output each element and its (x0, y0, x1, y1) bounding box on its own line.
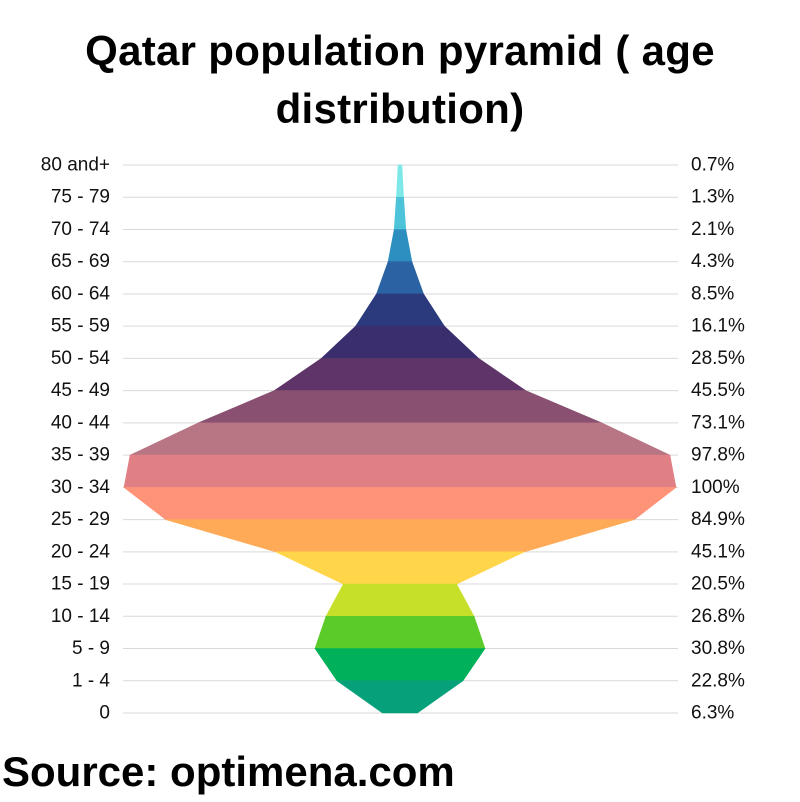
pyramid-band (314, 615, 486, 649)
age-group-label: 70 - 74 (51, 219, 111, 240)
pyramid-bands (123, 164, 677, 714)
pyramid-band (393, 196, 407, 230)
age-group-label: 65 - 69 (51, 251, 110, 272)
age-group-labels: 80 and+ 75 - 79 70 - 74 65 - 69 60 - 64 55 - … (41, 155, 111, 724)
age-group-label: 60 - 64 (51, 283, 111, 304)
pyramid-band (275, 551, 525, 585)
percentage-label: 20.5% (691, 574, 745, 595)
pyramid-band (198, 390, 602, 424)
pyramid-band (325, 583, 475, 617)
chart-title: Qatar population pyramid ( age distribut… (85, 27, 715, 132)
percentage-label: 73.1% (691, 412, 745, 433)
pyramid-band (123, 454, 677, 488)
pyramid-band (123, 487, 677, 520)
age-group-label: 80 and+ (41, 155, 110, 176)
percentage-label: 45.5% (691, 380, 745, 401)
percentage-label: 30.8% (691, 638, 745, 659)
percentage-label: 26.8% (691, 606, 745, 627)
percentage-label: 97.8% (691, 445, 745, 466)
age-group-label: 1 - 4 (72, 670, 110, 691)
age-group-label: 10 - 14 (51, 606, 111, 627)
percentage-labels: 0.7% 1.3% 2.1% 4.3% 8.5% 16.1% 28.5% 45.5% 73.1%… (691, 155, 745, 724)
pyramid-band (165, 519, 635, 553)
age-group-label: 35 - 39 (51, 445, 110, 466)
age-group-label: 30 - 34 (51, 477, 111, 498)
age-group-label: 0 (99, 703, 110, 724)
percentage-label: 22.8% (691, 670, 745, 691)
pyramid-band (396, 164, 404, 198)
percentage-label: 16.1% (691, 316, 745, 337)
pyramid-band (320, 325, 480, 359)
pyramid-band (314, 648, 486, 682)
percentage-label: 28.5% (691, 348, 745, 369)
pyramid-band (376, 261, 424, 295)
pyramid-band (273, 358, 527, 391)
age-group-label: 75 - 79 (51, 187, 110, 208)
age-group-label: 45 - 49 (51, 380, 110, 401)
age-group-label: 40 - 44 (51, 412, 111, 433)
percentage-label: 4.3% (691, 251, 734, 272)
percentage-label: 100% (691, 477, 740, 498)
pyramid-band (129, 422, 671, 456)
age-group-label: 50 - 54 (51, 348, 111, 369)
pyramid-band (387, 229, 413, 263)
percentage-label: 6.3% (691, 703, 734, 724)
percentage-label: 8.5% (691, 283, 734, 304)
source-caption: Source: optimena.com (2, 748, 455, 795)
percentage-label: 84.9% (691, 509, 745, 530)
pyramid-band (355, 293, 445, 327)
age-group-label: 25 - 29 (51, 509, 110, 530)
pyramid-band (336, 680, 464, 714)
percentage-label: 1.3% (691, 187, 734, 208)
percentage-label: 0.7% (691, 155, 734, 176)
age-group-label: 15 - 19 (51, 574, 110, 595)
percentage-label: 45.1% (691, 541, 745, 562)
age-group-label: 20 - 24 (51, 541, 111, 562)
age-group-label: 55 - 59 (51, 316, 110, 337)
percentage-label: 2.1% (691, 219, 734, 240)
age-group-label: 5 - 9 (72, 638, 110, 659)
